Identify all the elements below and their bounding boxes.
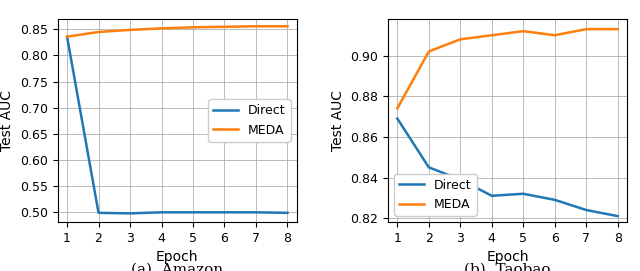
Direct bbox=[614, 215, 621, 218]
Line: Direct: Direct bbox=[67, 37, 287, 213]
Line: MEDA: MEDA bbox=[397, 29, 618, 108]
Direct bbox=[126, 212, 134, 215]
Y-axis label: Test AUC: Test AUC bbox=[1, 90, 14, 151]
Direct bbox=[456, 178, 464, 181]
Direct bbox=[582, 208, 590, 212]
Direct bbox=[394, 117, 401, 120]
MEDA bbox=[614, 28, 621, 31]
Direct bbox=[488, 194, 495, 198]
MEDA bbox=[394, 107, 401, 110]
Direct bbox=[425, 166, 433, 169]
Direct bbox=[221, 211, 228, 214]
Direct bbox=[63, 35, 71, 38]
MEDA bbox=[189, 26, 197, 29]
MEDA bbox=[95, 30, 102, 34]
Legend: Direct, MEDA: Direct, MEDA bbox=[394, 174, 477, 216]
MEDA bbox=[126, 28, 134, 31]
MEDA bbox=[456, 38, 464, 41]
MEDA bbox=[221, 25, 228, 28]
MEDA bbox=[157, 27, 165, 30]
X-axis label: Epoch: Epoch bbox=[156, 250, 198, 264]
MEDA bbox=[582, 28, 590, 31]
Direct bbox=[95, 211, 102, 214]
MEDA bbox=[520, 30, 527, 33]
Line: Direct: Direct bbox=[397, 119, 618, 216]
MEDA bbox=[488, 34, 495, 37]
Y-axis label: Test AUC: Test AUC bbox=[331, 90, 344, 151]
Direct bbox=[252, 211, 260, 214]
Direct bbox=[189, 211, 197, 214]
Direct bbox=[157, 211, 165, 214]
Text: (a)  Amazon: (a) Amazon bbox=[131, 263, 223, 271]
Line: MEDA: MEDA bbox=[67, 26, 287, 37]
Direct bbox=[284, 211, 291, 214]
Legend: Direct, MEDA: Direct, MEDA bbox=[208, 99, 291, 142]
X-axis label: Epoch: Epoch bbox=[486, 250, 529, 264]
MEDA bbox=[551, 34, 559, 37]
Text: (b)  Taobao: (b) Taobao bbox=[464, 263, 551, 271]
Direct bbox=[551, 198, 559, 201]
MEDA bbox=[425, 50, 433, 53]
MEDA bbox=[252, 25, 260, 28]
Direct bbox=[520, 192, 527, 195]
MEDA bbox=[63, 35, 71, 38]
MEDA bbox=[284, 25, 291, 28]
